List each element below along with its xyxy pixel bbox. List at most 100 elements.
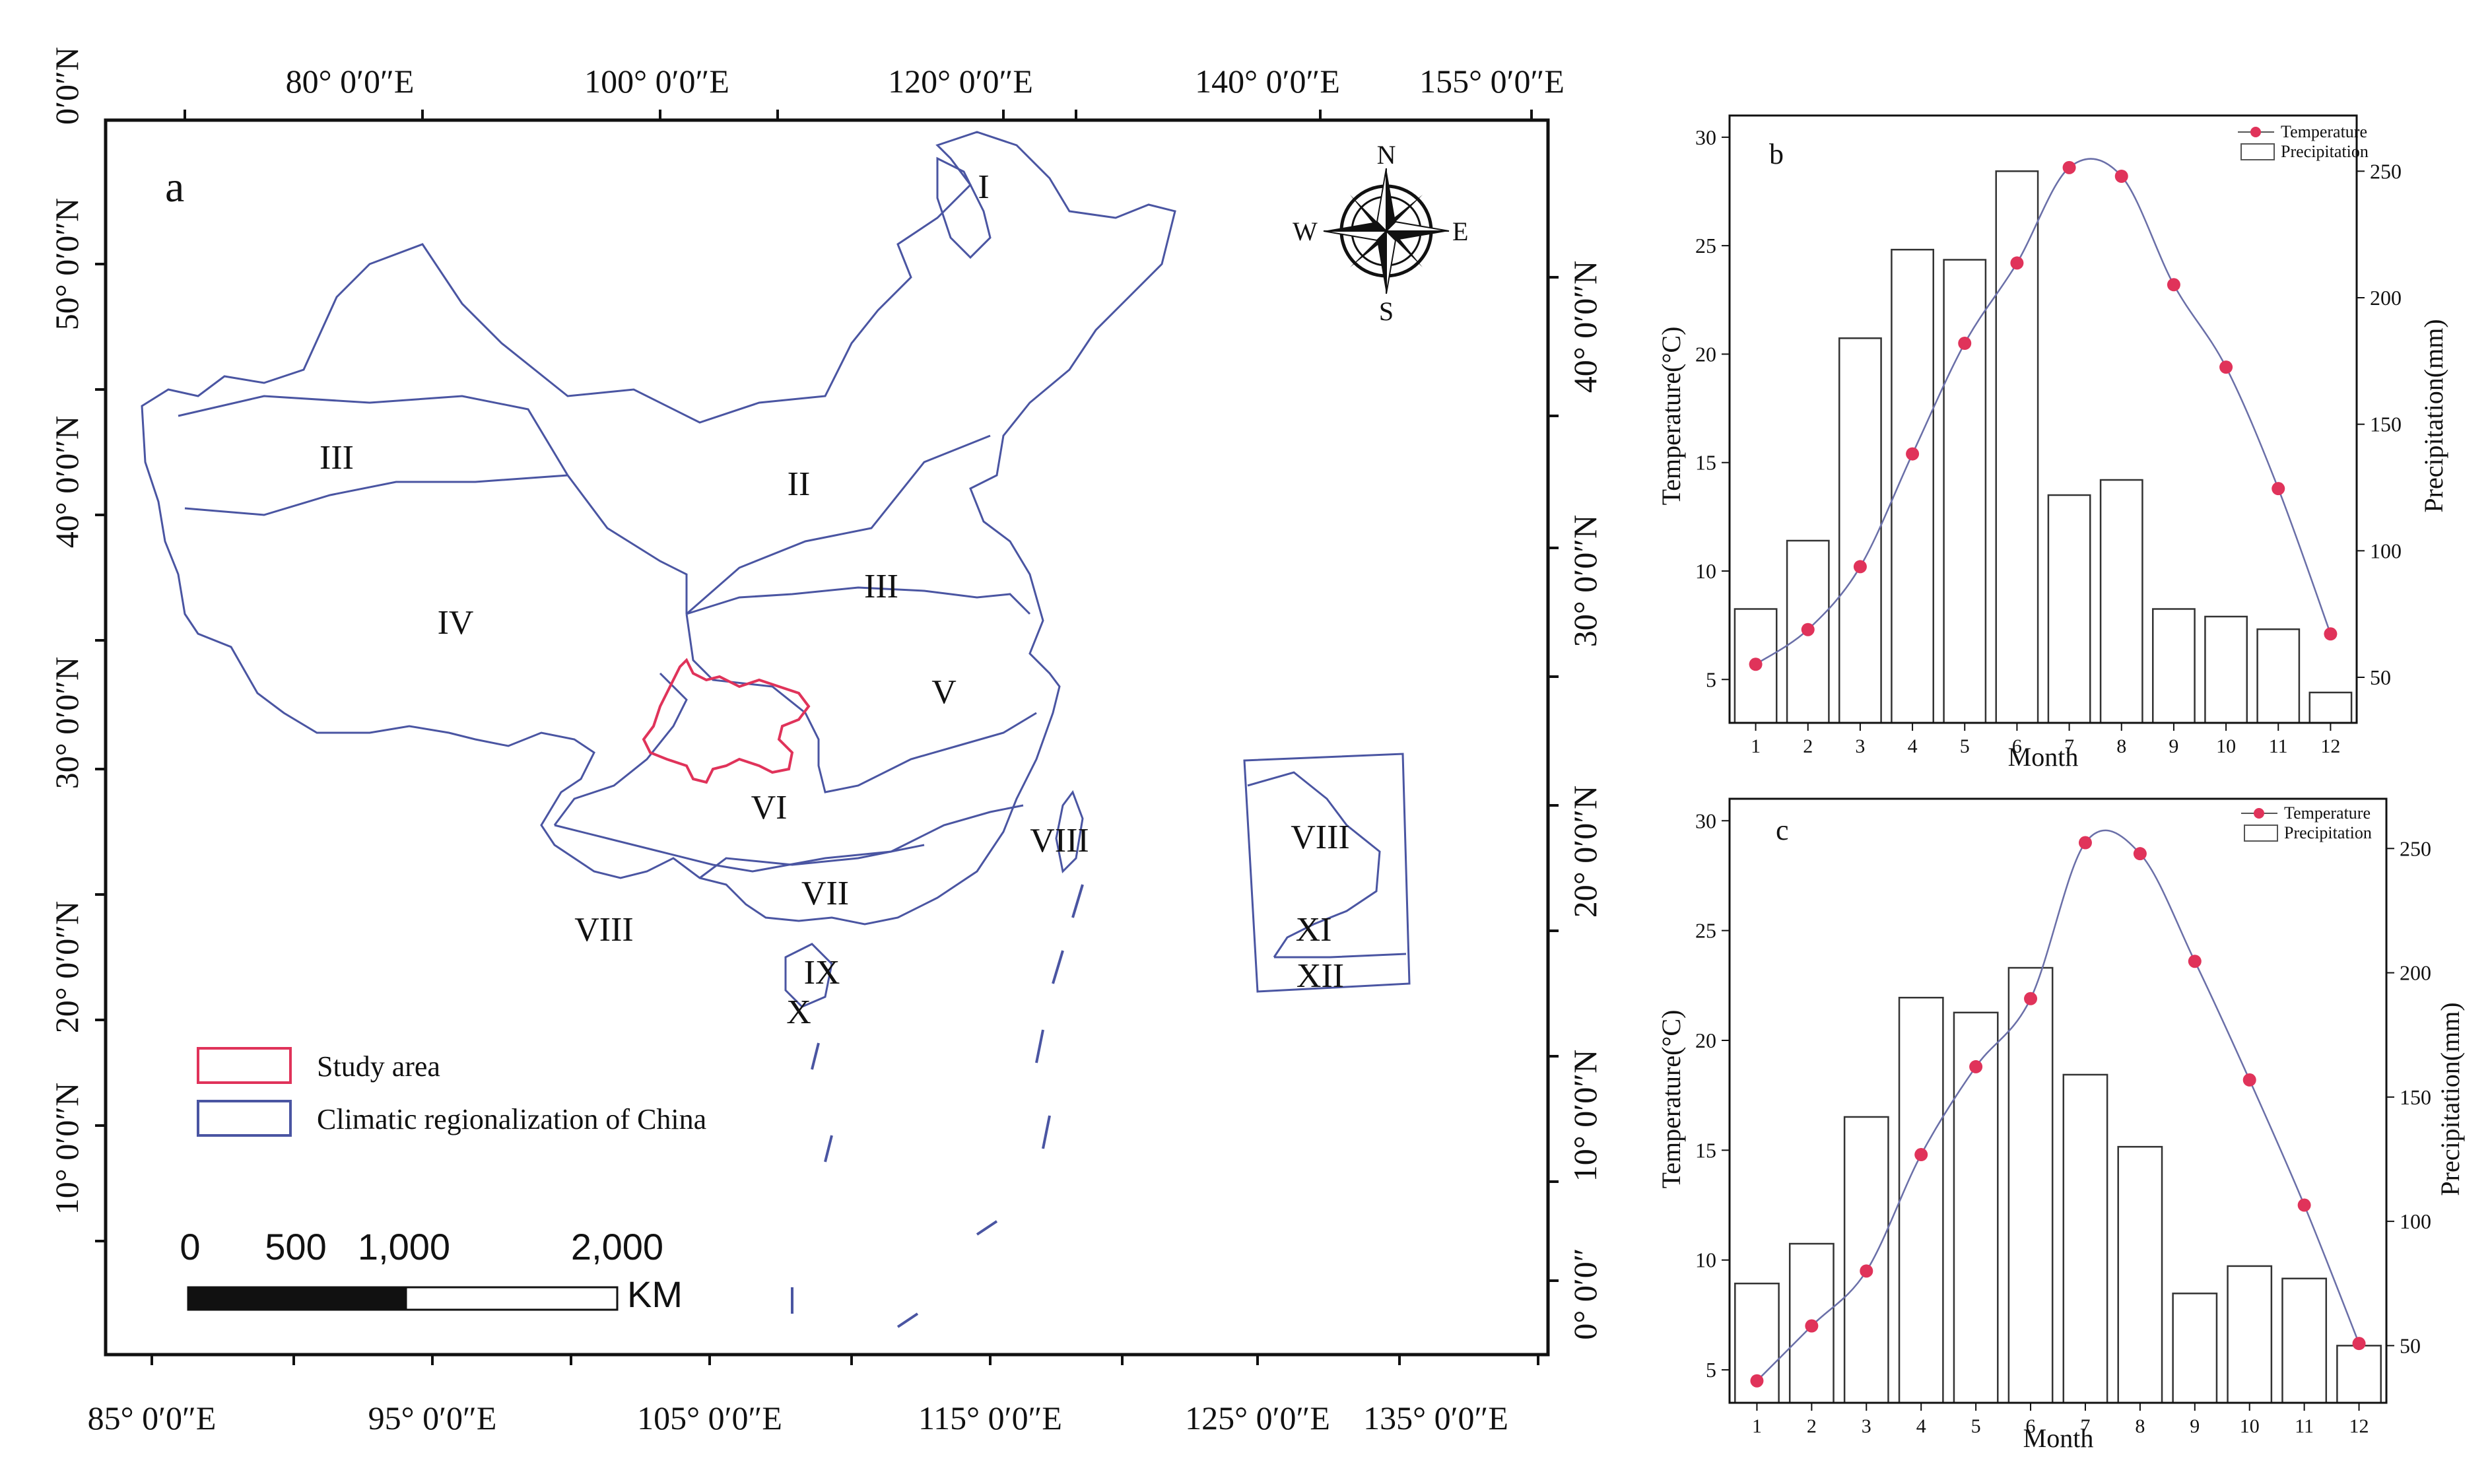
c-precip-bar-7 xyxy=(2062,1073,2108,1404)
b-temp-point-11 xyxy=(2272,482,2285,496)
scale-tick-0: 0 xyxy=(180,1226,200,1267)
map-legend: Study area Climatic regionalization of C… xyxy=(197,1047,706,1137)
legend-swatch-climatic xyxy=(197,1100,292,1137)
top-lon-label-120: 120° 0′0″E xyxy=(888,63,1033,100)
chart-c: c 1 2 3 4 5 6 7 8 9 10 11 1251015202530501001502002… xyxy=(1656,797,2465,1453)
c-temp-point-7 xyxy=(2078,836,2092,850)
b-x-tick-9: 9 xyxy=(2169,735,2178,757)
top-longitude-labels: 80° 0′0″E 100° 0′0″E 120° 0′0″E 140° 0′0… xyxy=(286,63,1565,100)
b-x-tick-11: 11 xyxy=(2269,735,2288,757)
b-x-tick-12: 12 xyxy=(2320,735,2340,757)
c-precip-bar-8 xyxy=(2117,1145,2163,1404)
b-x-tick-8: 8 xyxy=(2116,735,2126,757)
b-right-tick-150: 150 xyxy=(2370,413,2402,436)
b-right-tick-200: 200 xyxy=(2370,286,2402,310)
b-x-tick-3: 3 xyxy=(1855,735,1865,757)
left-lat-label-50: 50° 0′0″N xyxy=(48,198,85,330)
b-x-tick-7: 7 xyxy=(2064,735,2074,757)
c-precip-bar-11 xyxy=(2281,1277,2328,1404)
c-temp-point-5 xyxy=(1969,1060,1983,1073)
c-precip-bar-6 xyxy=(2007,966,2054,1404)
chart-c-legend-precipitation-swatch xyxy=(2244,825,2278,842)
chart-c-ylabel-left: Temperature(°C) xyxy=(1656,1010,1686,1189)
c-left-tick-25: 25 xyxy=(1695,919,1716,943)
bottom-lon-label-135: 135° 0′0″E xyxy=(1363,1400,1508,1436)
right-lat-label-0: 0° 0′0″ xyxy=(1566,1248,1603,1339)
region-label-xi: XI xyxy=(1296,911,1332,949)
c-right-tick-150: 150 xyxy=(2400,1085,2431,1109)
scale-tick-500: 500 xyxy=(265,1226,326,1267)
b-left-tick-15: 15 xyxy=(1695,451,1716,475)
b-precip-bar-9 xyxy=(2152,608,2196,724)
b-temp-point-7 xyxy=(2062,160,2076,174)
compass-n-label: N xyxy=(1377,140,1396,170)
b-precip-bar-12 xyxy=(2308,691,2353,724)
legend-swatch-study-area xyxy=(197,1047,292,1084)
c-right-tick-100: 100 xyxy=(2400,1209,2431,1233)
compass-e-label: E xyxy=(1452,217,1468,246)
scale-bar-black xyxy=(187,1286,407,1311)
c-temp-point-12 xyxy=(2352,1337,2366,1351)
south-china-sea-inset xyxy=(1243,753,1411,993)
region-label-viii-taiwan: VIII xyxy=(1030,822,1089,860)
b-x-tick-1: 1 xyxy=(1751,735,1761,757)
region-labels: I II III III IV V VI VII VIII VIII VIII … xyxy=(320,168,1350,1031)
c-x-tick-6: 6 xyxy=(2026,1415,2036,1437)
compass-s-label: S xyxy=(1379,296,1394,326)
right-latitude-labels: 40° 0′0″N 30° 0′0″N 20° 0′0″N 10° 0′0″N … xyxy=(1566,261,1603,1340)
region-label-xii: XII xyxy=(1297,957,1344,995)
b-left-tick-30: 30 xyxy=(1695,125,1716,149)
hainan-island xyxy=(784,943,833,1008)
region-label-i: I xyxy=(978,168,989,206)
region-label-x: X xyxy=(786,994,811,1031)
scale-tick-1000: 1,000 xyxy=(358,1226,450,1267)
bottom-lon-label-105: 105° 0′0″E xyxy=(637,1400,782,1436)
region-label-ii: II xyxy=(788,465,811,503)
region-label-viii-southwest: VIII xyxy=(574,911,634,949)
region-label-iv: IV xyxy=(438,604,474,642)
c-precip-bar-5 xyxy=(1953,1011,1999,1404)
bottom-lon-label-95: 95° 0′0″E xyxy=(368,1400,497,1436)
c-right-tick-50: 50 xyxy=(2400,1333,2421,1357)
left-lat-label-20: 20° 0′0″N xyxy=(48,901,85,1033)
c-precip-bar-4 xyxy=(1898,996,1944,1404)
bottom-lon-label-115: 115° 0′0″E xyxy=(918,1400,1062,1436)
right-lat-label-10: 10° 0′0″N xyxy=(1566,1050,1603,1182)
region-label-ix: IX xyxy=(804,954,840,992)
b-precip-bar-6 xyxy=(1995,170,2039,724)
region-label-v: V xyxy=(931,673,957,711)
map-panel: 80° 0′0″E 100° 0′0″E 120° 0′0″E 140° 0′0… xyxy=(48,47,1603,1436)
b-temp-point-5 xyxy=(1958,337,1972,350)
panel-label-a: a xyxy=(165,163,184,211)
legend-label-climatic: Climatic regionalization of China xyxy=(317,1103,706,1135)
china-outline xyxy=(141,131,1176,926)
c-x-tick-12: 12 xyxy=(2349,1415,2369,1437)
c-right-tick-200: 200 xyxy=(2400,961,2431,985)
top-lon-label-140: 140° 0′0″E xyxy=(1195,63,1340,100)
c-precip-bar-9 xyxy=(2172,1293,2218,1404)
bottom-lon-label-125: 125° 0′0″E xyxy=(1185,1400,1330,1436)
b-precip-bar-11 xyxy=(2256,628,2301,724)
c-temp-point-10 xyxy=(2242,1073,2256,1087)
b-precip-bar-8 xyxy=(2099,479,2143,724)
c-temp-point-8 xyxy=(2133,847,2147,861)
chart-c-temperature-line xyxy=(1750,829,2366,1388)
left-lat-label-40: 40° 0′0″N xyxy=(48,416,85,548)
c-temp-point-2 xyxy=(1805,1319,1819,1333)
c-x-tick-10: 10 xyxy=(2240,1415,2260,1437)
chart-b-legend-temperature: Temperature xyxy=(2281,122,2367,141)
compass-w-label: W xyxy=(1293,217,1318,246)
b-left-tick-5: 5 xyxy=(1706,667,1716,691)
b-right-tick-250: 250 xyxy=(2370,159,2402,183)
b-precip-bar-10 xyxy=(2204,615,2248,724)
b-temp-point-10 xyxy=(2219,360,2233,374)
c-x-tick-1: 1 xyxy=(1752,1415,1762,1437)
left-lat-label-top: 0′0″N xyxy=(48,47,85,125)
c-left-tick-5: 5 xyxy=(1706,1358,1716,1382)
bottom-lon-label-85: 85° 0′0″E xyxy=(88,1400,217,1436)
chart-b-precipitation-bars xyxy=(1734,170,2353,724)
c-left-tick-15: 15 xyxy=(1695,1138,1716,1162)
chart-b-legend-precipitation-swatch xyxy=(2240,143,2275,160)
